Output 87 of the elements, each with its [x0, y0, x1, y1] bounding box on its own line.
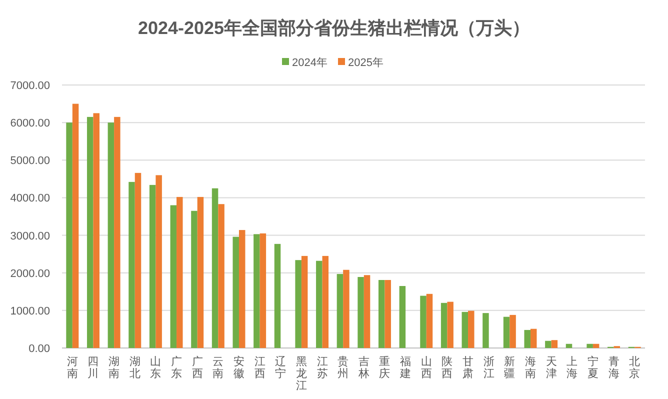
bar	[238, 230, 246, 348]
x-tick-label: 甘肃	[462, 355, 474, 380]
x-tick-label: 海南	[524, 356, 536, 380]
bar	[586, 344, 593, 348]
bar	[530, 328, 537, 348]
bar	[149, 184, 156, 348]
bar	[274, 244, 281, 348]
x-tick-label: 山西	[420, 355, 432, 380]
x-tick-label: 青海	[608, 355, 620, 380]
x-tick-label: 山东	[150, 355, 162, 380]
x-tick-label: 湖北	[129, 356, 140, 380]
x-tick-label: 湖南	[108, 356, 120, 380]
x-tick-label: 吉林	[357, 355, 370, 380]
bar	[399, 286, 406, 348]
y-tick-label: 3000.00	[10, 230, 50, 242]
bar	[254, 234, 260, 348]
x-tick-label: 四川	[88, 356, 99, 380]
bar	[170, 205, 177, 348]
bar	[447, 302, 454, 348]
x-tick-label: 江苏	[316, 356, 328, 380]
bar	[566, 344, 572, 348]
x-tick-label: 陕西	[442, 356, 453, 380]
bar	[156, 175, 162, 348]
legend-label: 2024年	[292, 57, 328, 69]
bar	[462, 312, 468, 348]
y-tick-label: 6000.00	[10, 118, 50, 130]
y-tick-label: 1000.00	[10, 305, 50, 318]
x-tick-label: 宁夏	[587, 355, 598, 380]
bar	[197, 196, 204, 348]
bar	[482, 313, 489, 348]
bar	[503, 316, 510, 348]
x-tick-label: 新疆	[504, 355, 516, 380]
bar	[295, 260, 302, 348]
bar	[510, 314, 516, 348]
x-tick-label: 河南	[66, 356, 78, 380]
bar	[440, 302, 448, 348]
bar	[384, 280, 391, 348]
bar	[176, 196, 183, 348]
bar	[114, 116, 120, 348]
x-tick-label: 浙江	[483, 355, 494, 380]
bar	[316, 260, 322, 348]
bar	[108, 122, 114, 348]
x-tick-label: 上海	[566, 355, 578, 380]
bar	[545, 340, 552, 348]
bar	[260, 233, 266, 348]
x-tick-label: 辽宁	[275, 356, 286, 380]
x-tick-label: 重庆	[379, 355, 390, 380]
y-tick-label: 2000.00	[10, 268, 50, 280]
x-tick-label: 福建	[399, 355, 412, 380]
x-tick-label: 天津	[546, 356, 557, 380]
x-tick-label: 安徽	[233, 355, 244, 380]
bar	[134, 172, 142, 348]
x-tick-label: 黑龙江	[296, 356, 307, 392]
y-tick-label: 7000.00	[10, 80, 50, 92]
bar	[128, 182, 135, 348]
bar	[66, 122, 72, 348]
x-tick-label: 江西	[254, 356, 266, 380]
chart-title: 2024-2025年全国部分省份生猪出栏情况（万头）	[138, 18, 530, 38]
x-tick-label: 广东	[171, 355, 182, 380]
bar	[420, 296, 426, 348]
y-tick-label: 0.00	[28, 343, 50, 355]
x-tick-label: 北京	[629, 355, 640, 380]
x-tick-label: 贵州	[338, 355, 349, 380]
bar	[218, 204, 224, 348]
bar	[212, 188, 218, 348]
bar	[551, 340, 558, 348]
bar	[336, 274, 344, 348]
bar	[592, 344, 600, 348]
bar	[72, 104, 79, 348]
legend-label: 2025年	[348, 57, 384, 69]
bar	[322, 256, 329, 348]
bar	[301, 256, 308, 348]
y-tick-label: 4000.00	[10, 192, 50, 205]
bar	[93, 113, 100, 348]
y-tick-label: 5000.00	[10, 155, 50, 168]
bar	[86, 116, 94, 348]
bar	[378, 280, 385, 348]
bar	[364, 275, 370, 348]
x-tick-label: 云南	[212, 356, 224, 380]
x-tick-label: 广西	[192, 355, 203, 380]
bar	[232, 236, 239, 348]
bar	[358, 276, 364, 348]
bar	[524, 330, 530, 348]
bar	[191, 210, 198, 348]
bar	[426, 294, 433, 348]
bar	[343, 270, 350, 348]
bar	[468, 310, 474, 348]
